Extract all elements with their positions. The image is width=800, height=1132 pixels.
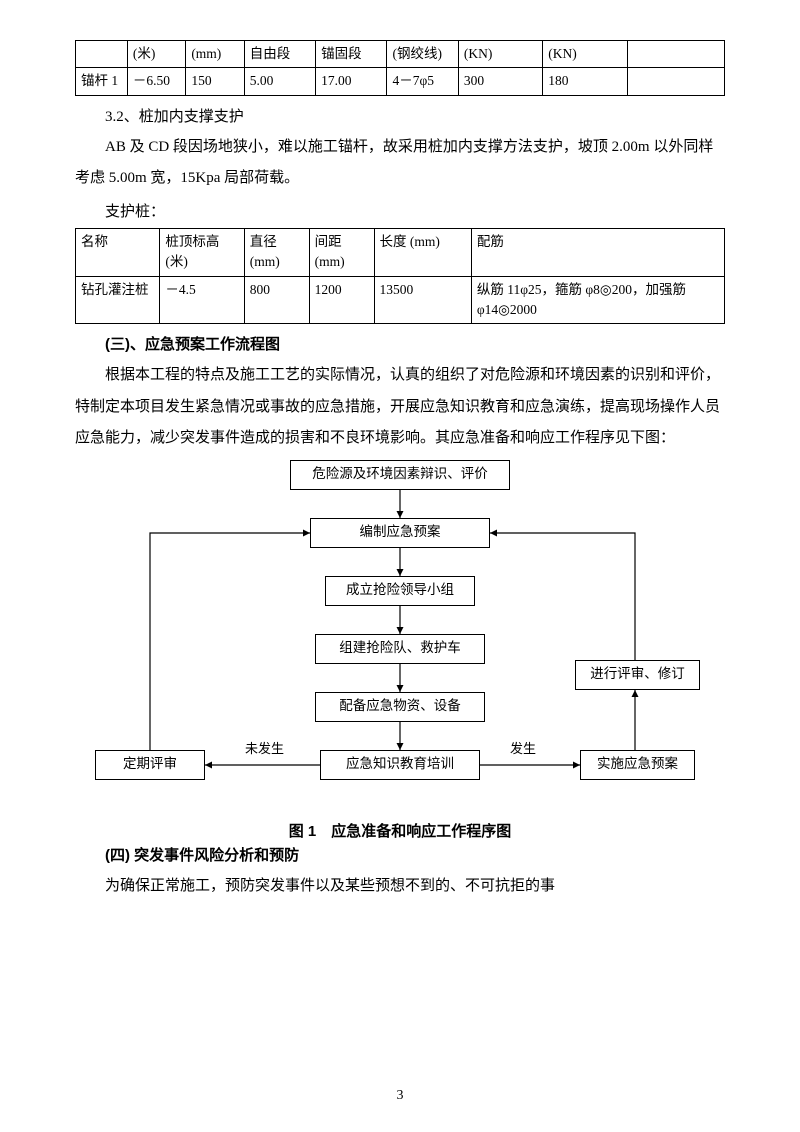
cell: 800 (244, 276, 309, 324)
cell: 纵筋 11φ25，箍筋 φ8◎200，加强筋 φ14◎2000 (471, 276, 724, 324)
paragraph: AB 及 CD 段因场地狭小，难以施工锚杆，故采用桩加内支撑方法支护，坡顶 2.… (75, 132, 725, 195)
flow-node-equipment: 配备应急物资、设备 (315, 692, 485, 722)
cell: 锚固段 (316, 41, 387, 68)
cell: 长度 (mm) (374, 229, 471, 277)
cell: 300 (458, 68, 542, 95)
edge-label-happened: 发生 (510, 738, 536, 757)
flow-node-compile-plan: 编制应急预案 (310, 518, 490, 548)
cell: 4－7φ5 (387, 68, 458, 95)
cell: 名称 (76, 229, 160, 277)
cell: 5.00 (244, 68, 315, 95)
section-title-3: (三)、应急预案工作流程图 (75, 330, 725, 360)
cell: (米) (127, 41, 185, 68)
cell: 13500 (374, 276, 471, 324)
flow-node-rescue-team: 组建抢险队、救护车 (315, 634, 485, 664)
cell: (mm) (186, 41, 244, 68)
cell: －4.5 (160, 276, 244, 324)
flowchart: 危险源及环境因素辩识、评价 编制应急预案 成立抢险领导小组 组建抢险队、救护车 … (75, 460, 725, 815)
subsection-title-3-2: 3.2、桩加内支撑支护 (75, 102, 725, 132)
table-support-pile: 名称 桩顶标高 (米) 直径(mm) 间距(mm) 长度 (mm) 配筋 钻孔灌… (75, 228, 725, 324)
cell: －6.50 (127, 68, 185, 95)
table-row: 锚杆 1 －6.50 150 5.00 17.00 4－7φ5 300 180 (76, 68, 725, 95)
paragraph: 根据本工程的特点及施工工艺的实际情况，认真的组织了对危险源和环境因素的识别和评价… (75, 360, 725, 455)
cell: 配筋 (471, 229, 724, 277)
cell (76, 41, 128, 68)
flow-node-rescue-leader-group: 成立抢险领导小组 (325, 576, 475, 606)
cell: 钻孔灌注桩 (76, 276, 160, 324)
cell: 150 (186, 68, 244, 95)
figure-caption: 图 1 应急准备和响应工作程序图 (75, 820, 725, 841)
cell: 1200 (309, 276, 374, 324)
flow-node-review-revise: 进行评审、修订 (575, 660, 700, 690)
cell: 直径(mm) (244, 229, 309, 277)
cell: 自由段 (244, 41, 315, 68)
paragraph: 为确保正常施工，预防突发事件以及某些预想不到的、不可抗拒的事 (75, 871, 725, 903)
cell: (KN) (543, 41, 627, 68)
cell: 17.00 (316, 68, 387, 95)
section-title-4: (四) 突发事件风险分析和预防 (75, 841, 725, 871)
table-anchor-rod: (米) (mm) 自由段 锚固段 (钢绞线) (KN) (KN) 锚杆 1 －6… (75, 40, 725, 96)
flow-node-periodic-review: 定期评审 (95, 750, 205, 780)
edge-label-not-happened: 未发生 (245, 738, 284, 757)
cell (627, 68, 724, 95)
table-row: (米) (mm) 自由段 锚固段 (钢绞线) (KN) (KN) (76, 41, 725, 68)
paragraph: 支护桩： (75, 197, 725, 229)
cell: (KN) (458, 41, 542, 68)
cell: 间距(mm) (309, 229, 374, 277)
flow-node-identify: 危险源及环境因素辩识、评价 (290, 460, 510, 490)
cell: 桩顶标高 (米) (160, 229, 244, 277)
cell (627, 41, 724, 68)
flow-node-implement: 实施应急预案 (580, 750, 695, 780)
table-row: 名称 桩顶标高 (米) 直径(mm) 间距(mm) 长度 (mm) 配筋 (76, 229, 725, 277)
table-row: 钻孔灌注桩 －4.5 800 1200 13500 纵筋 11φ25，箍筋 φ8… (76, 276, 725, 324)
page-number: 3 (0, 1088, 800, 1104)
cell: (钢绞线) (387, 41, 458, 68)
flow-node-training: 应急知识教育培训 (320, 750, 480, 780)
cell: 180 (543, 68, 627, 95)
cell: 锚杆 1 (76, 68, 128, 95)
